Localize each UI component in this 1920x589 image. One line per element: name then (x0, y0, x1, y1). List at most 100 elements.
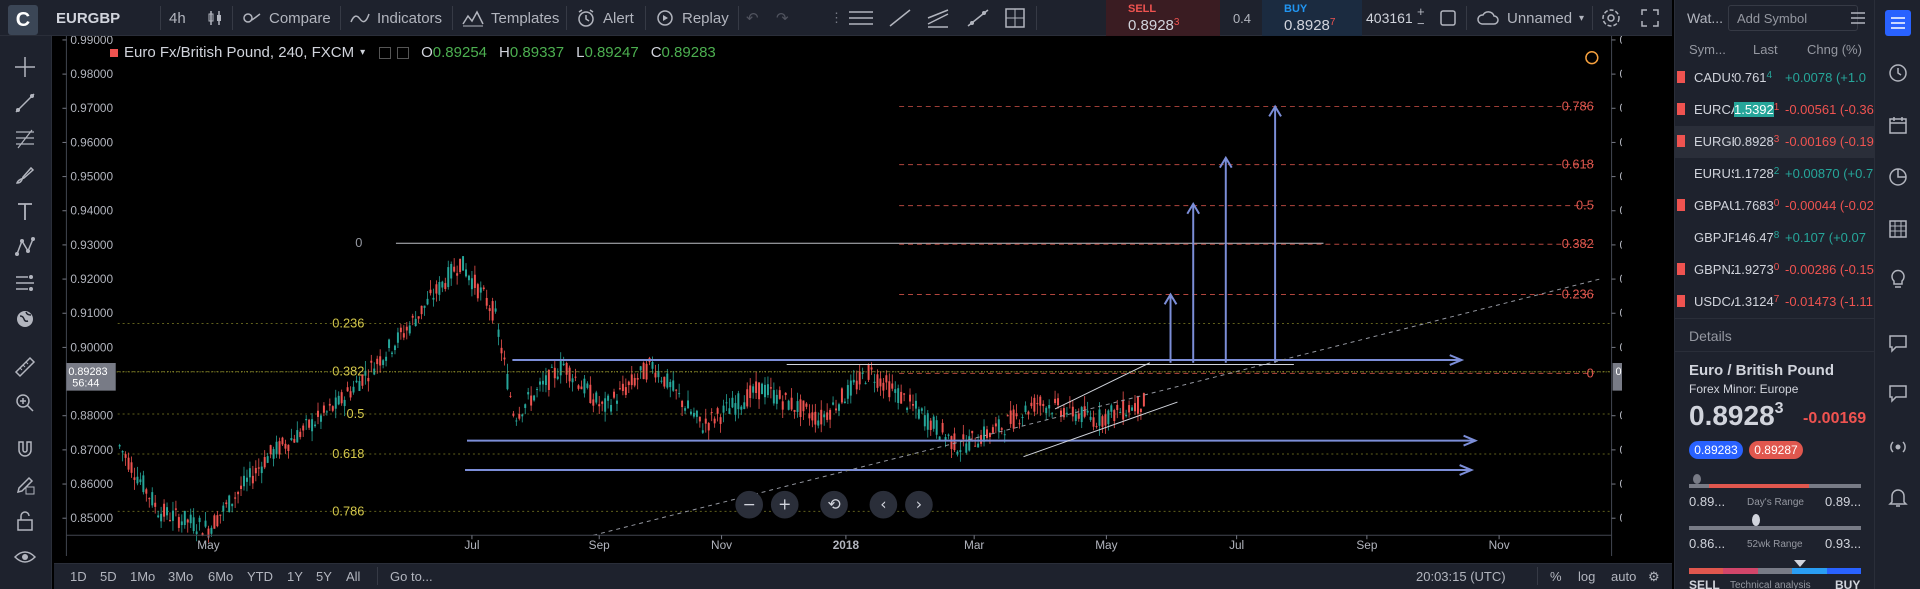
brush-icon[interactable] (12, 162, 38, 188)
settings-icon[interactable] (397, 46, 410, 59)
auto-toggle[interactable]: auto (1611, 569, 1637, 584)
range-1y[interactable]: 1Y (287, 569, 303, 584)
percent-toggle[interactable]: % (1550, 569, 1562, 584)
flag-icon[interactable] (1677, 199, 1685, 211)
flag-icon[interactable] (1677, 135, 1685, 147)
range-1mo[interactable]: 1Mo (130, 569, 156, 584)
replay-button[interactable]: Replay (655, 0, 729, 36)
watchlist-row[interactable]: EURCAD1.53921 -0.00561 (-0.36 (1675, 94, 1875, 126)
add-symbol-input[interactable]: Add Symbol (1728, 5, 1858, 31)
lock-drawing-icon[interactable] (12, 472, 38, 498)
watchlist-icon[interactable] (1885, 10, 1911, 36)
layout-menu[interactable]: Unnamed ▾ (1476, 0, 1584, 36)
watchlist-row[interactable]: EURGBP0.89283 -0.00169 (-0.19 (1675, 126, 1875, 158)
trend-line-tool[interactable] (888, 0, 912, 36)
pie-chart-icon[interactable] (1885, 164, 1911, 190)
lock-icon[interactable] (12, 508, 38, 534)
magnet-icon[interactable] (12, 436, 38, 462)
eye-icon[interactable] (379, 46, 392, 59)
watchlist-menu-icon[interactable] (1849, 9, 1867, 27)
crosshair-icon[interactable] (12, 54, 38, 80)
settings-button[interactable] (1600, 0, 1622, 36)
horizontal-lines-tool[interactable] (848, 0, 874, 36)
zoom-in-icon[interactable] (12, 390, 38, 416)
range-all[interactable]: All (346, 569, 361, 584)
drag-handle[interactable]: ⋮ (830, 0, 843, 36)
alerts-clock-icon[interactable] (1885, 60, 1911, 86)
watchlist-row[interactable]: CADUSD0.7614 +0.0078 (+1.0 (1675, 62, 1875, 94)
watchlist-row[interactable]: USDCAD1.31247 -0.01473 (-1.11 (1675, 286, 1875, 318)
watchlist-row[interactable]: GBPJPY146.478 +0.107 (+0.07 (1675, 222, 1875, 254)
chart-control-button[interactable]: › (905, 490, 933, 519)
range-5d[interactable]: 5D (100, 569, 117, 584)
watchlist-row[interactable]: GBPAUD1.76830 -0.00044 (-0.02 (1675, 190, 1875, 222)
watchlist-tab[interactable]: Wat... (1687, 10, 1724, 26)
calendar-icon[interactable] (1885, 112, 1911, 138)
lightbulb-icon[interactable] (1885, 266, 1911, 292)
prediction-icon[interactable] (12, 270, 38, 296)
globe-icon[interactable] (12, 306, 38, 332)
flag-icon[interactable] (1677, 263, 1685, 275)
details-header[interactable]: Details (1675, 318, 1875, 352)
log-toggle[interactable]: log (1578, 569, 1596, 584)
ruler-icon[interactable] (12, 354, 38, 380)
range-ytd[interactable]: YTD (247, 569, 273, 584)
buy-button[interactable]: BUY 0.89287 (1262, 0, 1362, 36)
price-chart[interactable]: 0 0.236 0.382 0.5 0.618 0.786 0.786 0.618 0.5 0.3… (54, 36, 1622, 556)
goto-button[interactable]: Go to... (390, 569, 433, 584)
chart-control-button[interactable]: ‹ (869, 490, 898, 519)
plus-icon[interactable]: + (1417, 4, 1425, 19)
chart-control-button[interactable]: ⟲ (820, 490, 848, 519)
time-axis[interactable]: May Jul Sep Nov 2018 Mar May Jul Sep Nov (197, 535, 1510, 552)
redo-button[interactable]: ↷ (776, 0, 789, 36)
messages-icon[interactable] (1885, 380, 1911, 406)
col-symbol[interactable]: Sym... (1689, 42, 1726, 57)
watchlist-row[interactable]: EURUSD1.17282 +0.00870 (+0.7 (1675, 158, 1875, 190)
indicators-button[interactable]: Indicators (350, 0, 442, 36)
legend-title[interactable]: Euro Fx/British Pound, 240, FXCM (124, 44, 355, 61)
flag-icon[interactable] (1677, 295, 1685, 307)
chat-icon[interactable] (1885, 330, 1911, 356)
range-5y[interactable]: 5Y (316, 569, 332, 584)
chart-control-button[interactable]: − (735, 490, 764, 519)
eye-icon[interactable] (12, 544, 38, 570)
grid-tool[interactable] (1004, 0, 1026, 36)
symbol-search[interactable]: EURGBP (56, 9, 121, 27)
col-last[interactable]: Last (1753, 42, 1778, 57)
interval-button[interactable]: 4h (169, 0, 186, 36)
fullscreen-button[interactable] (1640, 0, 1660, 36)
ruler-tool[interactable] (966, 0, 990, 36)
chevron-down-icon[interactable]: ▾ (360, 47, 366, 58)
range-6mo[interactable]: 6Mo (208, 569, 234, 584)
sell-button[interactable]: SELL 0.89283 (1106, 0, 1220, 36)
fullscreen-toggle[interactable] (1439, 0, 1457, 36)
clock[interactable]: 20:03:15 (UTC) (1416, 569, 1506, 584)
trend-line-icon[interactable] (12, 90, 38, 116)
app-logo[interactable]: C (8, 5, 38, 35)
notification-bell-icon[interactable] (1885, 484, 1911, 510)
range-1d[interactable]: 1D (70, 569, 87, 584)
text-icon[interactable] (12, 198, 38, 224)
compare-button[interactable]: Compare (242, 0, 331, 36)
chart-control-button[interactable]: + (770, 490, 799, 519)
gear-icon[interactable]: ⚙ (1648, 569, 1660, 584)
tech-label[interactable]: Technical analysis (1730, 580, 1811, 589)
templates-button[interactable]: Templates (462, 0, 559, 36)
flag-icon[interactable] (1677, 103, 1685, 115)
broadcast-icon[interactable] (1885, 434, 1911, 460)
range-3mo[interactable]: 3Mo (168, 569, 194, 584)
alert-button[interactable]: Alert (576, 0, 634, 36)
price-axis[interactable]: 0.99000 0.99000 0.98000 0.98000 0.97000 0.970… (62, 36, 1622, 556)
pattern-icon[interactable] (12, 234, 38, 260)
watchlist-row[interactable]: GBPNZD1.92730 -0.00286 (-0.15 (1675, 254, 1875, 286)
quantity-stepper[interactable]: + − (1417, 0, 1425, 36)
col-change[interactable]: Chng (%) (1807, 42, 1862, 57)
data-grid-icon[interactable] (1885, 216, 1911, 242)
fib-retracement-icon[interactable] (12, 126, 38, 152)
undo-button[interactable]: ↶ (746, 0, 759, 36)
chart-style-button[interactable] (206, 0, 224, 36)
flag-icon[interactable] (1677, 71, 1685, 83)
minus-icon[interactable]: − (1417, 16, 1425, 31)
quantity-field[interactable]: 403161 (1366, 0, 1413, 36)
parallel-channel-tool[interactable] (926, 0, 950, 36)
